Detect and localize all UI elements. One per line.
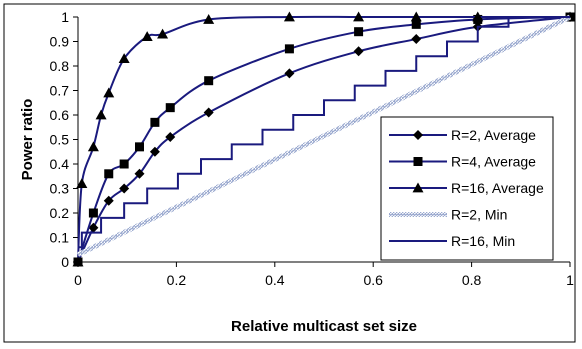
data-point <box>103 195 114 206</box>
y-tick-label: 0.6 <box>50 107 70 123</box>
series-r-2-min <box>76 14 572 257</box>
data-point <box>411 34 422 45</box>
legend-label: R=4, Average <box>451 154 536 170</box>
y-tick-label: 0.3 <box>50 181 70 197</box>
y-axis-title: Power ratio <box>19 99 36 181</box>
y-tick-label: 0.2 <box>50 205 70 221</box>
legend-label: R=16, Average <box>451 180 544 196</box>
axes-layer: 0 0.1 0.2 0.3 0.4 0.5 0.6 0.7 0.8 0.9 1 0 0.2 0.4 0.6 0… <box>50 9 575 288</box>
data-point <box>95 109 107 120</box>
data-point <box>353 46 364 57</box>
data-point <box>118 53 130 64</box>
y-tick-label: 0.8 <box>50 58 70 74</box>
y-tick-label: 0 <box>61 254 69 270</box>
legend-marker <box>413 130 423 140</box>
data-point <box>104 169 114 179</box>
y-tick-label: 1 <box>61 9 69 25</box>
y-tick-label: 0.5 <box>50 132 70 148</box>
data-point <box>88 222 99 233</box>
data-point <box>165 103 175 113</box>
data-point <box>141 31 153 41</box>
legend-label: R=2, Min <box>451 207 507 223</box>
series-r-16-min <box>78 16 570 249</box>
data-point <box>88 208 98 218</box>
x-tick-label: 0.6 <box>363 272 383 288</box>
legend-item: R=16, Min <box>389 233 515 249</box>
data-point <box>149 146 160 157</box>
data-point <box>204 76 214 86</box>
x-tick-label: 0.4 <box>265 272 285 288</box>
data-point <box>135 142 144 152</box>
data-point <box>119 159 129 169</box>
legend-marker <box>412 182 424 193</box>
data-point <box>411 19 421 29</box>
data-point <box>76 178 88 188</box>
data-point <box>87 141 99 152</box>
data-point <box>472 11 484 22</box>
data-point <box>203 13 215 24</box>
x-tick-label: 1 <box>566 272 574 288</box>
x-tick-label: 0.2 <box>167 272 187 288</box>
data-point <box>284 68 295 79</box>
data-point <box>157 28 169 39</box>
legend-marker <box>413 157 423 166</box>
y-tick-label: 0.4 <box>50 156 70 172</box>
data-point <box>165 132 176 143</box>
y-tick-label: 0.1 <box>50 230 70 246</box>
series-layer <box>72 11 576 267</box>
y-tick-label: 0.7 <box>50 83 70 99</box>
series-line <box>78 16 570 249</box>
data-point <box>134 168 145 179</box>
x-tick-label: 0.8 <box>462 272 482 288</box>
data-point <box>119 183 130 194</box>
data-point <box>410 11 422 22</box>
x-tick-label: 0 <box>74 272 82 288</box>
legend-item: R=4, Average <box>389 154 536 170</box>
legend-item: R=2, Min <box>389 207 507 223</box>
data-point <box>354 27 364 37</box>
y-tick-label: 0.9 <box>50 34 70 50</box>
data-point <box>283 11 295 22</box>
data-point <box>284 44 294 54</box>
data-point <box>353 11 365 22</box>
data-point <box>203 107 214 118</box>
legend-item: R=2, Average <box>389 127 536 143</box>
data-point <box>150 117 160 127</box>
legend-label: R=2, Average <box>451 127 536 143</box>
series-line-overlay <box>77 16 571 256</box>
data-point <box>103 87 115 98</box>
data-point <box>72 256 84 267</box>
x-axis-title: Relative multicast set size <box>231 318 417 335</box>
legend-label: R=16, Min <box>451 233 515 249</box>
legend: R=2, Average R=4, Average R=16, Average R=2… <box>380 116 554 261</box>
legend-item: R=16, Average <box>389 180 544 196</box>
